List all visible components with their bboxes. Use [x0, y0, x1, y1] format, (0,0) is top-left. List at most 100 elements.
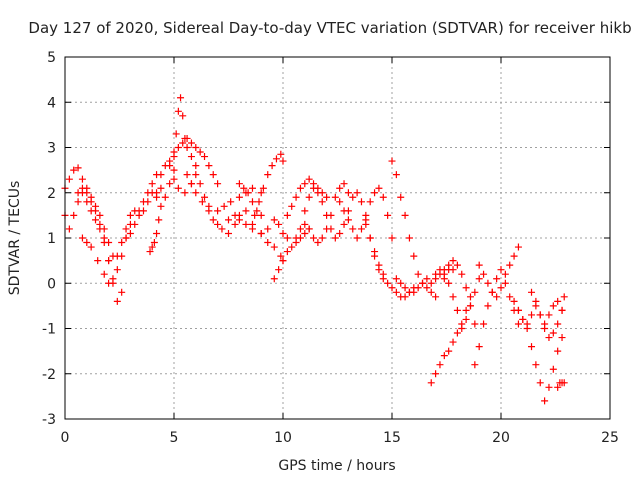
data-point	[375, 184, 383, 192]
data-point	[554, 383, 562, 391]
data-point	[397, 279, 405, 287]
data-point	[453, 261, 461, 269]
data-point	[209, 171, 217, 179]
data-point	[480, 270, 488, 278]
series-arc-29	[514, 293, 568, 342]
data-point	[497, 284, 505, 292]
data-point	[462, 306, 470, 314]
data-point	[146, 248, 154, 256]
data-point	[419, 279, 427, 287]
data-point	[388, 157, 396, 165]
data-point	[214, 220, 222, 228]
data-point	[453, 306, 461, 314]
data-point	[172, 130, 180, 138]
data-point	[392, 288, 400, 296]
data-point	[440, 275, 448, 283]
data-point	[536, 379, 544, 387]
data-point	[528, 311, 536, 319]
data-point	[314, 239, 322, 247]
data-point	[388, 234, 396, 242]
data-point	[87, 243, 95, 251]
data-point	[83, 239, 91, 247]
data-point	[506, 261, 514, 269]
data-point	[349, 225, 357, 233]
data-point	[445, 347, 453, 355]
data-point	[214, 207, 222, 215]
data-point	[484, 279, 492, 287]
data-point	[336, 198, 344, 206]
data-point	[432, 370, 440, 378]
data-point	[248, 198, 256, 206]
data-point	[74, 164, 82, 172]
data-point	[484, 302, 492, 310]
data-point	[545, 311, 553, 319]
data-point	[301, 220, 309, 228]
data-point	[205, 162, 213, 170]
data-point	[179, 112, 187, 120]
data-point	[423, 275, 431, 283]
data-point	[560, 379, 568, 387]
data-point	[225, 229, 232, 237]
data-point	[405, 234, 413, 242]
data-point	[340, 220, 348, 228]
data-point	[148, 243, 156, 251]
data-point	[283, 211, 291, 219]
data-point	[113, 252, 121, 260]
data-point	[401, 293, 409, 301]
data-point	[384, 211, 392, 219]
data-point	[92, 216, 100, 224]
data-point	[480, 320, 488, 328]
data-point	[510, 252, 518, 260]
data-points	[61, 94, 568, 405]
data-point	[493, 275, 501, 283]
data-point	[105, 257, 113, 265]
y-tick-label: 5	[47, 50, 56, 66]
series-arc-25	[440, 257, 479, 328]
data-point	[305, 193, 313, 201]
data-point	[65, 175, 73, 183]
data-point	[545, 383, 553, 391]
series-arc-13	[235, 180, 265, 219]
data-point	[248, 225, 256, 233]
plot-frame	[64, 56, 611, 420]
data-point	[170, 175, 178, 183]
data-point	[277, 252, 285, 260]
data-point	[331, 234, 339, 242]
x-tick-label: 25	[601, 430, 619, 446]
data-point	[70, 166, 78, 174]
data-point	[92, 202, 100, 210]
data-point	[257, 189, 265, 197]
y-tick-label: -3	[42, 412, 56, 428]
data-point	[78, 175, 86, 183]
data-point	[235, 216, 243, 224]
data-point	[242, 220, 250, 228]
data-point	[192, 144, 200, 151]
data-point	[401, 284, 409, 292]
data-point	[270, 243, 278, 251]
data-point	[177, 94, 185, 102]
data-point	[192, 171, 200, 179]
data-point	[251, 211, 259, 219]
series-arc-15	[270, 225, 313, 283]
data-point	[255, 198, 263, 206]
data-point	[514, 306, 522, 314]
data-point	[113, 266, 121, 274]
data-point	[264, 225, 272, 233]
x-tick-label: 20	[492, 430, 510, 446]
data-point	[523, 320, 531, 328]
chart-title: Day 127 of 2020, Sidereal Day-to-day VTE…	[28, 19, 631, 37]
data-point	[558, 334, 566, 342]
data-point	[475, 275, 483, 283]
data-point	[462, 284, 470, 292]
data-point	[126, 229, 134, 237]
data-point	[310, 184, 318, 192]
data-point	[170, 153, 178, 161]
data-point	[440, 352, 448, 360]
data-point	[196, 148, 204, 156]
data-point	[560, 293, 568, 301]
data-point	[100, 225, 108, 233]
data-point	[375, 261, 383, 269]
data-point	[545, 334, 553, 342]
data-point	[105, 239, 113, 247]
data-point	[453, 329, 461, 337]
